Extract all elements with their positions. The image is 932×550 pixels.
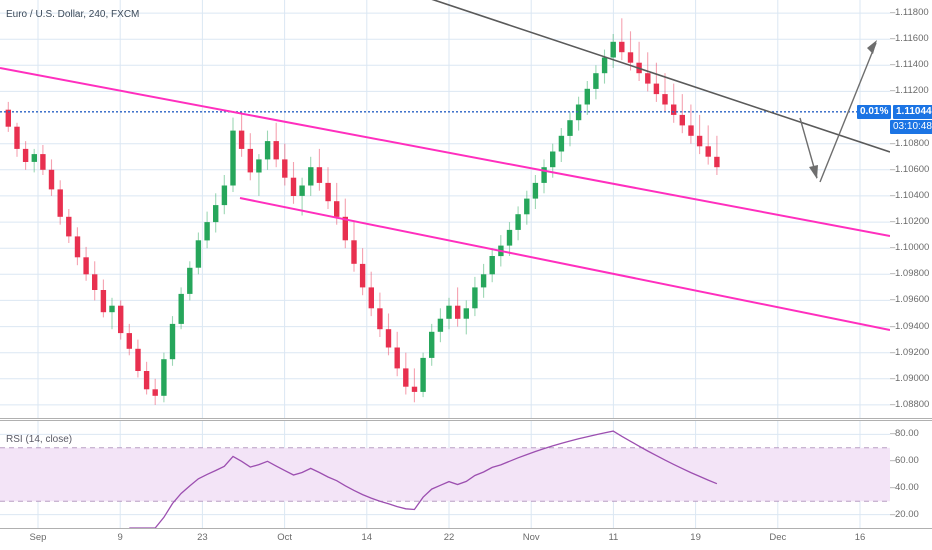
bar-countdown-badge: 03:10:48 xyxy=(890,119,932,134)
price-tick: –1.09200 xyxy=(890,346,930,358)
last-price-badge: 1.11044 xyxy=(893,104,932,119)
price-chart-pane[interactable] xyxy=(0,0,890,418)
price-tick: –1.09600 xyxy=(890,294,930,306)
price-tick: –1.09800 xyxy=(890,268,930,280)
rsi-svg xyxy=(0,421,890,528)
symbol-legend[interactable]: Euro / U.S. Dollar, 240, FXCM xyxy=(6,9,140,20)
rsi-legend[interactable]: RSI (14, close) xyxy=(6,434,73,445)
time-scale-border xyxy=(0,528,932,529)
time-tick: 14 xyxy=(361,532,373,543)
time-tick: Oct xyxy=(277,532,292,543)
candlestick-series xyxy=(5,18,720,405)
price-tick: –1.11600 xyxy=(890,33,929,45)
time-tick: Nov xyxy=(522,532,540,543)
price-chart-svg xyxy=(0,0,890,418)
price-tick: –1.11200 xyxy=(890,85,929,97)
time-tick: 23 xyxy=(197,532,208,543)
rsi-pane[interactable] xyxy=(0,421,890,528)
forecast-up-arrow-shape xyxy=(819,40,877,183)
rsi-tick: –40.00 xyxy=(890,481,919,493)
price-scale[interactable]: –1.11800 –1.11600 –1.11400 –1.11200 –1.10800… xyxy=(890,0,932,418)
price-tick: –1.11400 xyxy=(890,59,929,71)
price-gridlines xyxy=(0,0,890,418)
time-scale[interactable]: Sep 9 23 Oct 14 22 Nov 11 19 Dec 16 xyxy=(0,529,932,550)
rsi-tick: –60.00 xyxy=(890,455,919,467)
percent-change-badge: 0.01% xyxy=(857,104,892,119)
rsi-tick: –20.00 xyxy=(890,508,919,520)
time-tick: 16 xyxy=(854,532,866,543)
pane-divider-top xyxy=(0,418,932,419)
pane-divider-bottom xyxy=(0,420,932,421)
price-tick: –1.10400 xyxy=(890,189,930,201)
price-tick: –1.10000 xyxy=(890,242,930,254)
price-tick: –1.10600 xyxy=(890,163,930,175)
price-tick: –1.09400 xyxy=(890,320,930,332)
rsi-band-fill xyxy=(0,447,890,502)
descending-resistance-shape xyxy=(431,0,890,153)
price-tick: –1.11800 xyxy=(890,7,929,19)
time-tick: 11 xyxy=(608,532,619,543)
time-tick: 22 xyxy=(443,532,455,543)
rsi-tick: –80.00 xyxy=(890,428,919,440)
upper-channel-line-shape xyxy=(0,67,890,237)
time-tick: Sep xyxy=(29,532,47,543)
price-tick: –1.09000 xyxy=(890,372,930,384)
price-tick: –1.10200 xyxy=(890,216,930,228)
price-tick: –1.10800 xyxy=(890,137,930,149)
time-tick: 19 xyxy=(690,532,701,543)
rsi-scale[interactable]: –80.00 –60.00 –40.00 –20.00 xyxy=(890,421,932,528)
rsi-line xyxy=(129,430,718,528)
lower-channel-line-shape xyxy=(239,197,890,331)
forecast-down-arrow-shape xyxy=(799,117,818,179)
time-tick: 9 xyxy=(117,532,123,543)
price-tick: –1.08800 xyxy=(890,398,930,410)
time-tick: Dec xyxy=(769,532,787,543)
